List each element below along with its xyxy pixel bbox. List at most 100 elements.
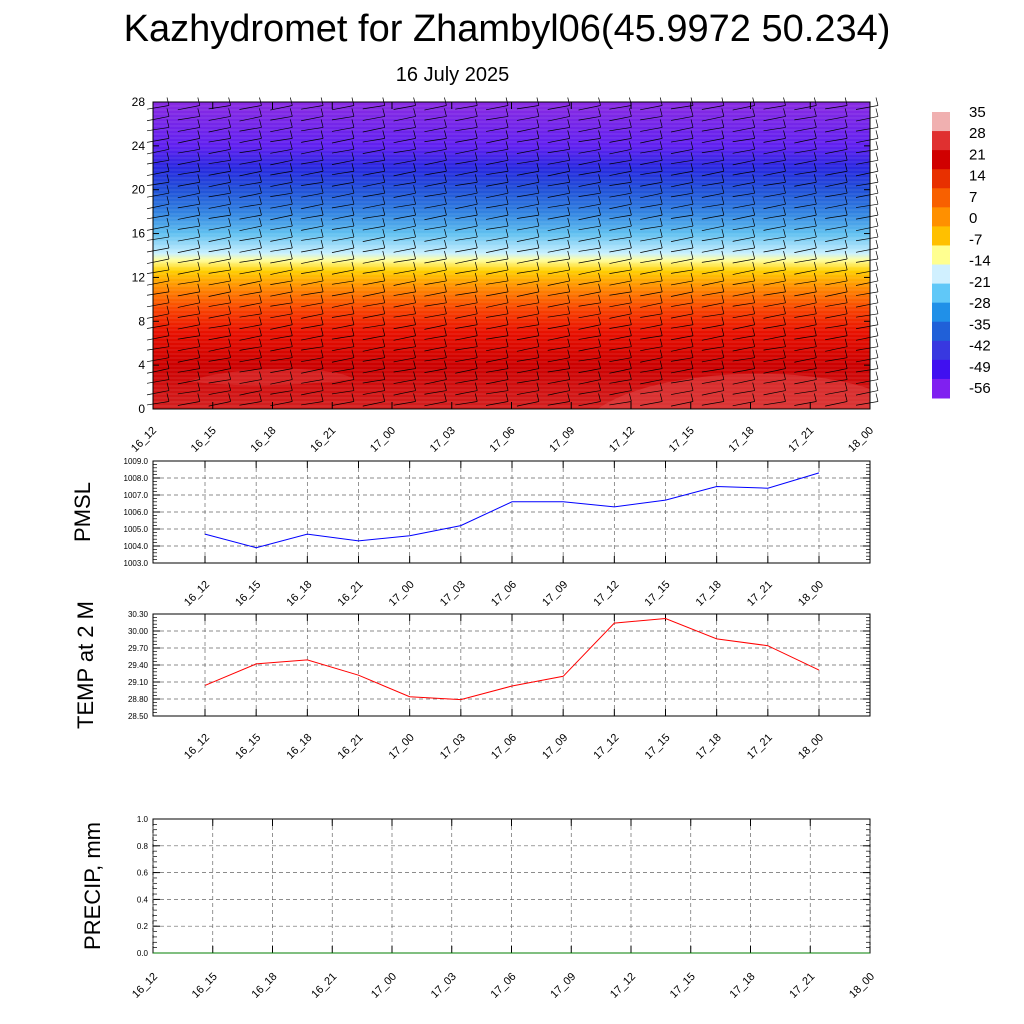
wind-barb (455, 261, 478, 274)
wind-barb (146, 97, 170, 110)
wind-barb (516, 196, 540, 209)
wind-barb (578, 327, 601, 340)
wind-barb (547, 218, 571, 232)
wind-barb (609, 141, 632, 155)
wind-barb (825, 393, 848, 407)
wind-barb (763, 163, 786, 176)
wind-barb (331, 163, 355, 176)
wind-barb (794, 152, 817, 165)
wind-barb (670, 174, 694, 188)
wind-barb (486, 196, 509, 209)
wind-barb (455, 349, 478, 363)
y-tick-label: 28.80 (128, 695, 149, 704)
wind-barb (763, 371, 786, 384)
wind-barb (794, 360, 817, 373)
vertical-section-panel: 0 4 8 12 16 20 24 28 16_12 16_15 16_18 16_21 17_00 17… (129, 95, 879, 455)
x-tick-label: 17_15 (643, 732, 673, 762)
wind-barb (640, 152, 663, 165)
colorbar-label: -14 (969, 253, 991, 270)
wind-barb (578, 228, 601, 242)
colorbar-swatch (932, 245, 950, 266)
wind-barb (516, 130, 540, 143)
wind-barb (331, 261, 355, 275)
wind-barb (670, 207, 694, 219)
wind-barb (640, 272, 663, 285)
wind-barb (701, 108, 725, 122)
wind-barb (794, 294, 817, 308)
wind-barb (208, 239, 231, 253)
wind-barb (486, 163, 509, 176)
wind-barb (609, 360, 632, 374)
wind-barb (547, 185, 571, 198)
wind-barb (393, 338, 416, 351)
wind-barb (547, 196, 571, 208)
wind-barb (270, 338, 293, 352)
wind-barb (270, 360, 293, 373)
wind-barb (146, 272, 170, 286)
wind-barb (547, 239, 571, 253)
wind-barb (547, 338, 571, 351)
wind-barb (547, 174, 571, 187)
wind-barb (855, 141, 879, 154)
wind-barb (825, 250, 848, 264)
colorbar-label: 14 (969, 168, 986, 185)
wind-barb (763, 130, 786, 143)
wind-barb (855, 382, 879, 396)
wind-barb (301, 228, 324, 241)
y-tick-label: 1006.0 (124, 508, 149, 517)
wind-barb (640, 239, 663, 253)
wind-barb (578, 294, 601, 307)
wind-barb (424, 97, 447, 111)
wind-barb (146, 283, 170, 296)
wind-barb (301, 349, 324, 363)
pmsl-panel: 1003.0 1004.0 1005.0 1006.0 1007.0 1008.0 1009… (70, 457, 871, 609)
colorbar-swatch (932, 264, 950, 285)
wind-barb (855, 349, 879, 363)
wind-barb (825, 141, 848, 154)
wind-barb (393, 393, 416, 406)
wind-barb (393, 327, 416, 341)
wind-barb (640, 360, 663, 373)
wind-barb (270, 316, 293, 330)
wind-barb (301, 382, 324, 396)
x-tick-label: 17_00 (369, 971, 399, 1001)
wind-barb (763, 338, 786, 351)
x-tick-label: 16_21 (336, 579, 366, 609)
colorbar-label: -7 (969, 231, 982, 248)
wind-barb (270, 371, 293, 385)
x-tick-label: 17_06 (489, 971, 519, 1001)
wind-barb (486, 305, 509, 318)
wind-barb (609, 174, 632, 186)
wind-barb (177, 250, 201, 264)
x-tick-label: 17_03 (438, 732, 468, 762)
wind-barb (732, 108, 756, 121)
wind-barb (855, 196, 879, 208)
wind-barb (177, 163, 201, 176)
wind-barb (208, 141, 231, 154)
x-tick-label: 17_09 (540, 732, 570, 762)
wind-barb (763, 207, 786, 220)
wind-barb (146, 316, 170, 329)
wind-barb (393, 207, 416, 220)
wind-barb (794, 371, 817, 385)
wind-barb (177, 393, 201, 406)
wind-barb (578, 360, 601, 373)
wind-barb (609, 261, 632, 274)
wind-barb (516, 327, 540, 341)
wind-barb (763, 185, 786, 198)
wind-barb (855, 207, 879, 220)
wind-barb (208, 119, 231, 133)
wind-barb (455, 185, 478, 198)
wind-barb (670, 261, 694, 274)
wind-barb (701, 97, 725, 110)
wind-barb (640, 130, 663, 144)
wind-barb (732, 272, 756, 285)
wind-barb (486, 261, 509, 275)
wind-barb (424, 130, 447, 143)
wind-barb (825, 327, 848, 341)
wind-barb (455, 338, 478, 351)
wind-barb (362, 261, 386, 274)
wind-barb (547, 272, 571, 286)
wind-barb (270, 163, 293, 176)
wind-barb (578, 371, 601, 385)
